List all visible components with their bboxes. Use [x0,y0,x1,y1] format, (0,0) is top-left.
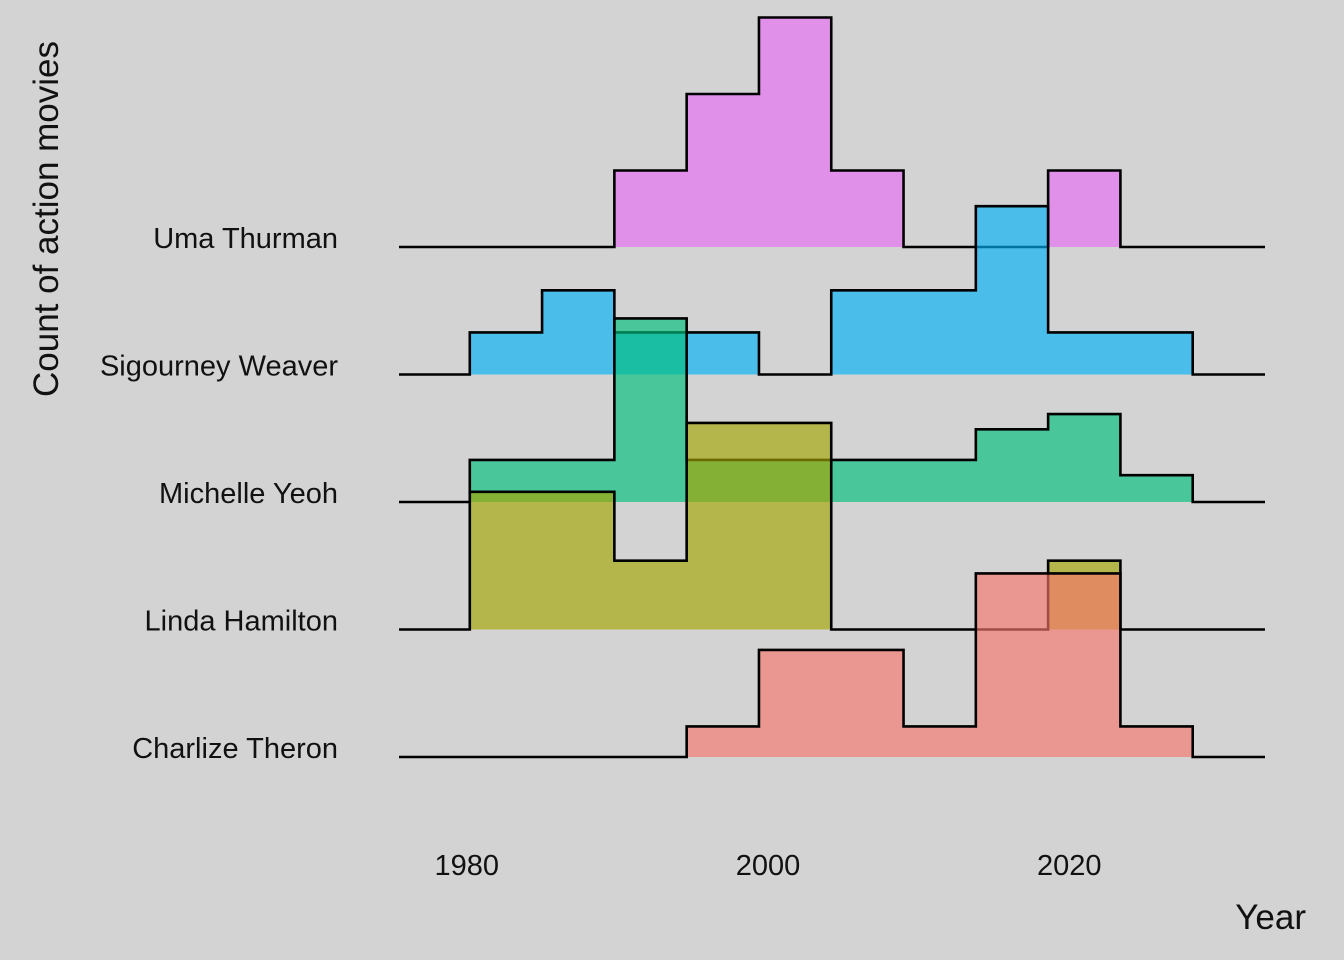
label-uma-thurman: Uma Thurman [153,223,338,255]
x-tick-1980: 1980 [435,850,500,882]
outline-sigourney-weaver [399,204,1265,376]
x-tick-2020: 2020 [1037,850,1102,882]
category-labels: Uma Thurman Sigourney Weaver Michelle Yeoh… [100,223,338,765]
series-linda-hamilton [399,421,1265,631]
series-michelle-yeoh [399,317,1265,504]
series-layer [399,16,1265,759]
y-axis-title: Count of action movies [27,41,66,397]
series-uma-thurman [399,16,1265,249]
x-axis-ticks: 1980 2000 2020 [435,850,1102,882]
x-axis-title: Year [1235,898,1306,937]
label-sigourney-weaver: Sigourney Weaver [100,351,338,383]
label-charlize-theron: Charlize Theron [132,733,338,765]
outline-charlize-theron [399,572,1265,759]
outline-uma-thurman [399,16,1265,249]
area-michelle-yeoh [469,318,1193,502]
area-charlize-theron [469,573,1193,757]
outline-linda-hamilton [399,421,1265,631]
series-charlize-theron [399,572,1265,759]
outline-michelle-yeoh [399,317,1265,504]
label-linda-hamilton: Linda Hamilton [145,606,338,638]
x-tick-2000: 2000 [736,850,801,882]
label-michelle-yeoh: Michelle Yeoh [159,478,338,510]
